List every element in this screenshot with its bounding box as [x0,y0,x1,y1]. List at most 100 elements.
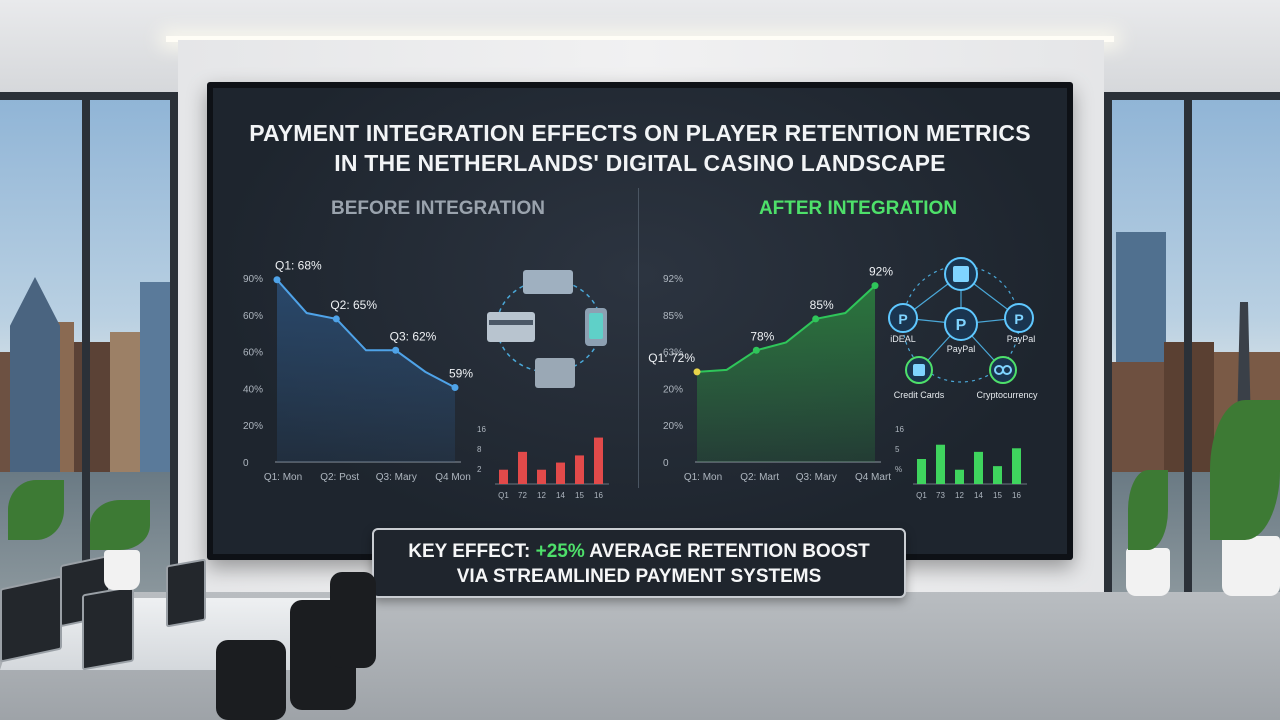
mini-bar [518,451,527,484]
display-screen: PAYMENT INTEGRATION EFFECTS ON PLAYER RE… [207,82,1073,560]
x-tick-label: Q4 Mart [855,472,891,483]
plant-leaves [8,480,64,540]
right-window [1104,92,1280,592]
laptop [82,585,134,671]
payment-network-svg: P P P [888,257,1038,400]
y-tick-label: 63% [663,348,683,359]
svg-text:P: P [898,311,907,327]
payment-cycle-svg [487,270,607,388]
y-tick-label: 20% [663,384,683,395]
credit-cards-label: Credit Cards [894,390,945,400]
laptop [0,575,62,663]
y-tick-label: 0 [243,458,249,469]
data-label: Q1: 72% [648,351,695,365]
x-tick-label: Q2: Post [320,472,359,483]
x-tick-label: Q3: Mary [796,472,837,483]
y-tick-label: 60% [243,348,263,359]
data-point [693,368,701,376]
data-label: 59% [449,367,473,381]
mini-y-tick: 5 [895,445,900,454]
mini-y-tick: 16 [895,425,904,434]
data-point [451,384,459,392]
plant-pot [1126,548,1170,596]
data-point [332,315,340,323]
mini-y-tick: 2 [477,465,482,474]
y-tick-label: 40% [243,384,263,395]
mini-x-tick: 15 [993,491,1002,500]
after-chart-svg: 92% 85% 63% 20% 20% 0 Q1: 72% 78% 85% 92% Q1: Mon Q… [648,265,893,483]
svg-text:P: P [1014,311,1023,327]
canal-house [110,332,140,472]
data-label: 78% [750,329,774,343]
mini-y-tick: % [895,465,902,474]
data-label: 85% [810,298,834,312]
mini-x-tick: Q1 [916,491,927,500]
before-payment-cycle [471,256,621,396]
mini-bar [955,469,964,484]
office-chair [330,572,376,668]
before-heading: BEFORE INTEGRATION [331,198,545,219]
mini-bar [936,444,945,484]
paypal-center-label: PayPal [947,344,976,354]
mini-bar [499,469,508,484]
y-tick-label: 92% [663,274,683,285]
mini-bar [575,455,584,484]
paypal-center-icon: P [944,307,978,341]
mini-x-tick: Q1 [498,491,509,500]
mini-bar [556,462,565,484]
plant-pot [104,550,140,590]
after-bars-svg: 16 5% Q1 73 12 14 15 16 [895,425,1027,500]
section-divider [638,188,639,488]
mini-x-tick: 14 [556,491,565,500]
callout-prefix: KEY EFFECT: [408,541,536,562]
data-label: 92% [869,265,893,279]
mini-x-tick: 12 [537,491,546,500]
mini-x-tick: 15 [575,491,584,500]
mini-x-tick: 73 [936,491,945,500]
mini-bar [974,451,983,484]
y-tick-label: 0 [663,458,669,469]
data-point [871,282,879,290]
credit-cards-icon [905,356,933,384]
ideal-icon: P [888,303,918,333]
series-line [696,284,876,373]
y-tick-label: 20% [243,421,263,432]
mini-x-tick: 14 [974,491,983,500]
data-point [392,346,400,354]
broken-card-icon [523,270,573,294]
plant-pot [1222,536,1280,596]
data-point [752,346,760,354]
after-retention-chart: 92% 85% 63% 20% 20% 0 Q1: 72% 78% 85% 92% Q1: Mon Q… [648,256,893,496]
cryptocurrency-label: Cryptocurrency [976,390,1038,400]
paypal-icon: P [1004,303,1034,333]
area-fill [697,285,875,462]
y-tick-label: 90% [243,274,263,285]
data-point [273,276,281,284]
before-chart-svg: 90% 60% 60% 40% 20% 0 Q1: 68% Q2: 65% Q3: 62% 59%… [243,259,473,483]
data-label: Q3: 62% [390,329,437,343]
data-label: Q2: 65% [330,298,377,312]
screen-content: PAYMENT INTEGRATION EFFECTS ON PLAYER RE… [213,88,1067,554]
church-tower [10,277,60,472]
mini-x-tick: 16 [1012,491,1021,500]
laptop [166,558,206,628]
svg-text:P: P [956,317,967,334]
mini-x-tick: 12 [955,491,964,500]
mini-x-tick: 72 [518,491,527,500]
mini-y-tick: 16 [477,425,486,434]
callout-accent: +25% [535,541,585,562]
after-mini-bar-chart: 16 5% Q1 73 12 14 15 16 [893,424,1033,504]
title-line-1: PAYMENT INTEGRATION EFFECTS ON PLAYER RE… [249,120,1031,146]
title-line-2: IN THE NETHERLANDS' DIGITAL CASINO LANDS… [334,150,946,176]
series-line [276,279,456,389]
mini-y-tick: 8 [477,445,482,454]
before-bars-svg: 16 8 2 Q1 72 12 14 15 16 [477,425,609,500]
x-tick-label: Q1: Mon [684,472,722,483]
before-mini-bar-chart: 16 8 2 Q1 72 12 14 15 16 [475,424,615,504]
mini-bar [917,459,926,484]
plant-leaves [1128,470,1168,550]
canal-house [74,342,110,472]
x-tick-label: Q2: Mart [740,472,779,483]
before-retention-chart: 90% 60% 60% 40% 20% 0 Q1: 68% Q2: 65% Q3: 62% 59%… [233,256,473,496]
plant-leaves [90,500,150,550]
